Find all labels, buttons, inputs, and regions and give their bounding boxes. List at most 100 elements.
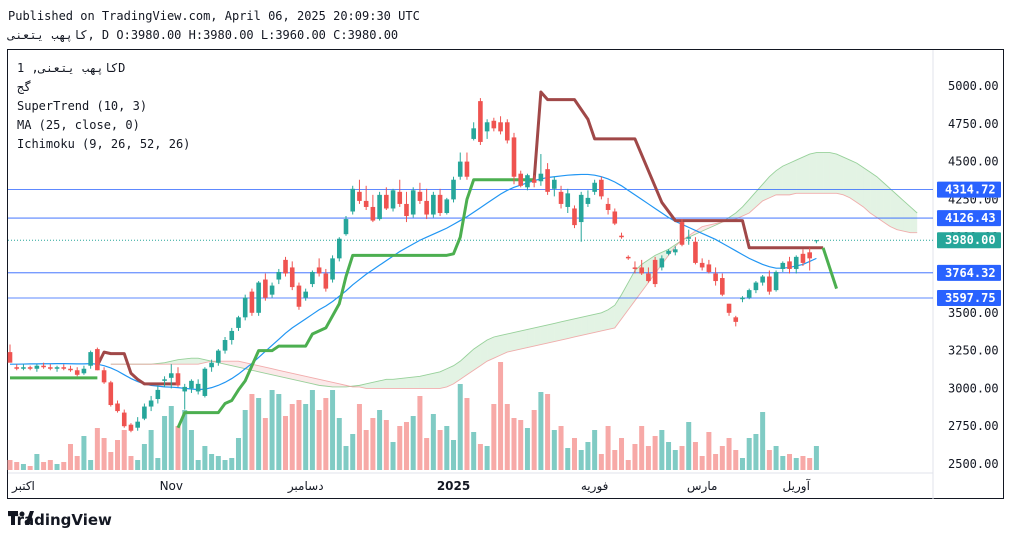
volume-bar [760, 412, 766, 470]
legend-symbol: کاپهب یتعنی, 1D [17, 61, 126, 75]
volume-bar [545, 394, 551, 470]
ichimoku-cloud-segment [332, 382, 340, 387]
candle-body [74, 370, 80, 375]
candle-body [115, 403, 120, 412]
ichimoku-cloud-segment [863, 167, 871, 214]
volume-bar [101, 438, 107, 470]
candle-body [706, 264, 712, 272]
ichimoku-cloud-segment [419, 374, 427, 389]
volume-bar [350, 434, 356, 470]
price-tag-label: 4314.72 [945, 183, 996, 197]
volume-bar [464, 398, 470, 470]
ichimoku-cloud-segment [554, 321, 562, 342]
volume-bar [787, 454, 793, 470]
ichimoku-cloud-segment [178, 358, 185, 365]
candle-body [720, 278, 725, 295]
candle-body [572, 208, 577, 226]
candle-body [404, 203, 409, 217]
ichimoku-span-b [110, 192, 918, 389]
candle-body [142, 406, 147, 419]
ichimoku-cloud-segment [601, 309, 609, 331]
ichimoku-cloud-segment [406, 377, 414, 389]
volume-bar [242, 410, 248, 470]
chart-frame[interactable] [7, 49, 1004, 499]
volume-bar [639, 426, 645, 470]
volume-bar [457, 384, 463, 470]
ichimoku-cloud-segment [399, 377, 407, 389]
tradingview-logo[interactable]: TradingView [8, 511, 112, 529]
candle-body [256, 282, 261, 313]
ichimoku-cloud-segment [876, 176, 884, 223]
ichimoku-cloud-segment [897, 194, 904, 232]
volume-bar [269, 390, 275, 470]
ichimoku-cloud-segment [574, 317, 582, 337]
y-tick-label: 3000.00 [948, 381, 999, 395]
legend-supertrend[interactable]: SuperTrend (10, 3) [17, 99, 148, 113]
ichimoku-cloud-segment [487, 336, 494, 362]
candle-body [168, 373, 174, 378]
ichimoku-cloud-segment [319, 379, 326, 387]
ichimoku-cloud-segment [547, 323, 555, 344]
volume-bar [571, 438, 577, 470]
volume-bar [135, 460, 141, 470]
ichimoku-cloud-segment [446, 365, 454, 387]
ichimoku-cloud-segment [191, 358, 199, 365]
candle-body [686, 237, 692, 239]
volume-bar [209, 454, 215, 470]
volume-bar [67, 444, 73, 470]
candle-body [289, 267, 295, 288]
candle-body [693, 241, 698, 263]
candle-body [21, 367, 26, 369]
candle-body [679, 222, 685, 245]
candle-body [128, 424, 134, 431]
ichimoku-cloud-segment [480, 340, 488, 366]
volume-bar [162, 416, 168, 470]
y-tick-label: 5000.00 [948, 79, 999, 93]
candle-body [276, 271, 282, 280]
volume-bar [256, 398, 262, 470]
candle-body [48, 367, 53, 369]
ichimoku-cloud-segment [372, 380, 380, 389]
volume-bar [739, 458, 745, 470]
volume-bar [807, 458, 813, 470]
volume-bar [733, 450, 739, 470]
volume-bar [726, 438, 732, 470]
ichimoku-cloud-segment [440, 368, 447, 389]
candle-body [222, 340, 228, 351]
candle-body [283, 259, 288, 274]
candle-body [88, 352, 93, 366]
ichimoku-cloud-segment [802, 154, 810, 194]
candle-body [491, 120, 497, 129]
ichimoku-cloud-segment [843, 157, 850, 198]
volume-bar [377, 410, 383, 470]
ichimoku-cloud-segment [789, 160, 797, 195]
ichimoku-cloud-segment [836, 154, 844, 195]
volume-bar [356, 404, 362, 470]
ichimoku-cloud-segment [272, 368, 279, 377]
price-tag [937, 181, 1001, 198]
volume-bar [813, 446, 819, 470]
volume-bar [451, 440, 457, 470]
ichimoku-cloud-segment [285, 371, 293, 380]
volume-bar [155, 458, 161, 470]
volume-bar [491, 404, 497, 470]
volume-bar [713, 454, 719, 470]
legend-ma[interactable]: MA (25, close, 0) [17, 118, 140, 132]
candle-body [726, 303, 732, 313]
ichimoku-cloud-segment [265, 367, 273, 375]
volume-bar [54, 464, 60, 470]
volume-bar [168, 406, 174, 470]
price-tag [937, 232, 1001, 249]
volume-bar [296, 400, 302, 470]
candle-body [162, 379, 167, 381]
candle-body [216, 350, 221, 363]
candle-body [773, 271, 779, 291]
volume-bar [578, 450, 584, 470]
candle-body [101, 370, 107, 383]
legend-ichimoku[interactable]: Ichimoku (9, 26, 52, 26) [17, 137, 191, 151]
candle-body [236, 317, 241, 328]
x-tick-label: مارس [687, 479, 718, 494]
volume-bar [61, 462, 67, 470]
candle-body [793, 256, 799, 269]
